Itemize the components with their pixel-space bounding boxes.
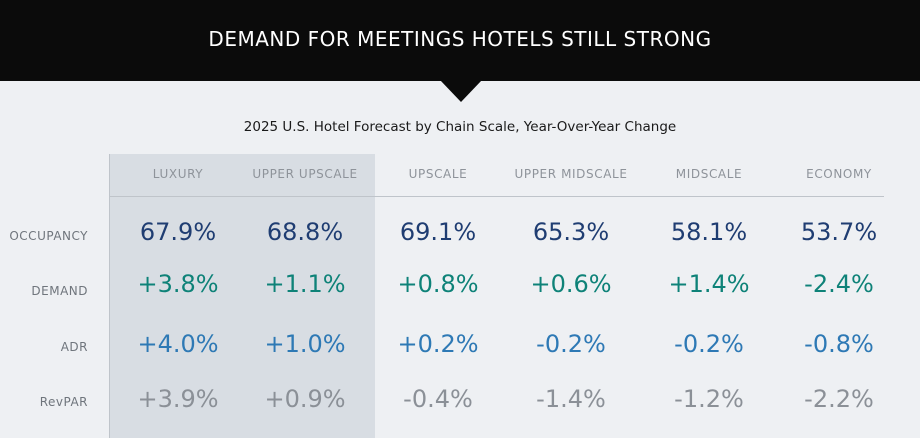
highlight-column-band	[109, 154, 375, 438]
column-header-divider	[109, 196, 884, 197]
column-header-upscale: UPSCALE	[408, 167, 468, 181]
cell-demand-luxury: +3.8%	[137, 270, 219, 298]
cell-adr-upper-upscale: +1.0%	[264, 330, 346, 358]
column-header-upper-upscale: UPPER UPSCALE	[252, 167, 358, 181]
banner-pointer	[440, 80, 482, 102]
page-title: DEMAND FOR MEETINGS HOTELS STILL STRONG	[208, 27, 712, 51]
cell-occupancy-luxury: 67.9%	[139, 218, 217, 246]
column-header-upper-midscale: UPPER MIDSCALE	[514, 167, 628, 181]
cell-adr-economy: -0.8%	[804, 330, 874, 358]
cell-adr-upscale: +0.2%	[397, 330, 479, 358]
cell-occupancy-upscale: 69.1%	[399, 218, 477, 246]
row-header-revpar: RevPAR	[39, 395, 88, 409]
cell-demand-upscale: +0.8%	[397, 270, 479, 298]
cell-adr-upper-midscale: -0.2%	[536, 330, 606, 358]
cell-adr-midscale: -0.2%	[674, 330, 744, 358]
column-header-economy: ECONOMY	[806, 167, 872, 181]
cell-demand-upper-upscale: +1.1%	[264, 270, 346, 298]
table-subtitle: 2025 U.S. Hotel Forecast by Chain Scale,…	[243, 119, 677, 135]
cell-demand-economy: -2.4%	[804, 270, 874, 298]
cell-demand-midscale: +1.4%	[668, 270, 750, 298]
cell-adr-luxury: +4.0%	[137, 330, 219, 358]
column-header-midscale: MIDSCALE	[675, 167, 743, 181]
cell-occupancy-upper-upscale: 68.8%	[266, 218, 344, 246]
cell-revpar-upper-midscale: -1.4%	[536, 385, 606, 413]
row-header-divider	[109, 154, 110, 438]
cell-occupancy-midscale: 58.1%	[670, 218, 748, 246]
cell-revpar-upscale: -0.4%	[403, 385, 473, 413]
cell-revpar-economy: -2.2%	[804, 385, 874, 413]
column-header-luxury: LUXURY	[152, 167, 204, 181]
row-header-adr: ADR	[60, 340, 88, 354]
cell-occupancy-economy: 53.7%	[800, 218, 878, 246]
cell-revpar-upper-upscale: +0.9%	[264, 385, 346, 413]
cell-revpar-midscale: -1.2%	[674, 385, 744, 413]
row-header-occupancy: OCCUPANCY	[9, 229, 88, 243]
title-banner: DEMAND FOR MEETINGS HOTELS STILL STRONG	[0, 0, 920, 81]
cell-occupancy-upper-midscale: 65.3%	[532, 218, 610, 246]
cell-revpar-luxury: +3.9%	[137, 385, 219, 413]
cell-demand-upper-midscale: +0.6%	[530, 270, 612, 298]
row-header-demand: DEMAND	[31, 284, 88, 298]
